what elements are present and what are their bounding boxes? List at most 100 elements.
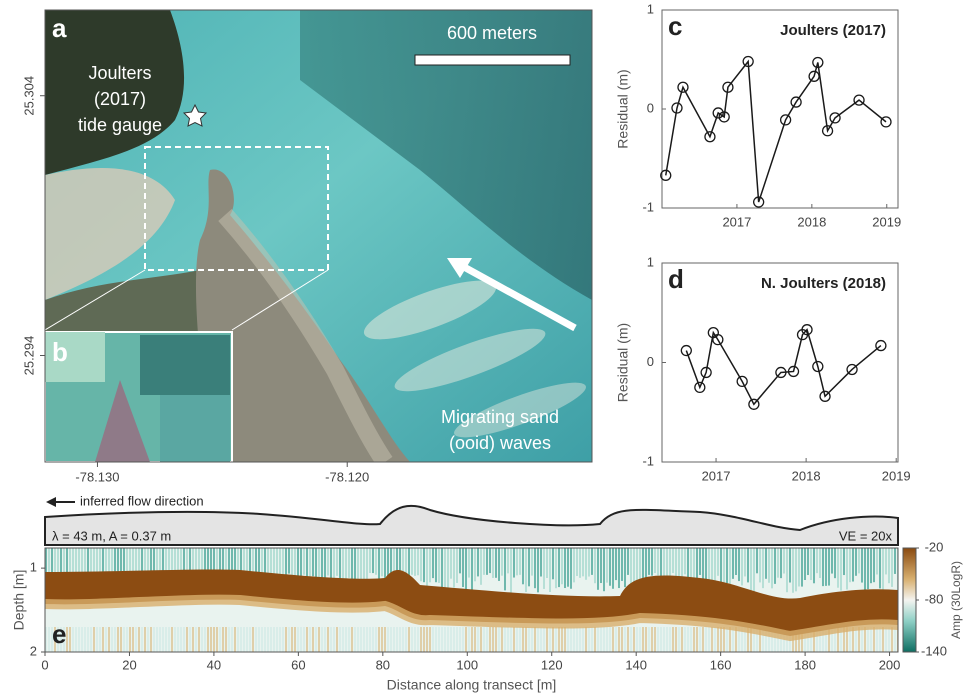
echo-noise <box>219 627 221 652</box>
echo-noise <box>855 548 857 576</box>
echo-noise <box>720 627 722 652</box>
echo-noise <box>87 627 89 652</box>
echo-noise <box>852 548 854 582</box>
echo-noise <box>522 627 524 652</box>
echo-noise <box>177 627 179 652</box>
echo-noise <box>174 627 176 652</box>
echo-noise <box>576 627 578 652</box>
echo-noise <box>657 548 659 575</box>
echo-noise <box>411 627 413 652</box>
echo-noise <box>597 627 599 652</box>
echo-noise <box>723 627 725 652</box>
echo-noise <box>711 627 713 652</box>
echo-noise <box>120 627 122 652</box>
echo-noise <box>75 627 77 652</box>
echo-noise <box>330 627 332 652</box>
echo-noise <box>885 548 887 574</box>
x-axis-label: Distance along transect [m] <box>387 677 557 693</box>
echo-noise <box>780 548 782 578</box>
echo-noise <box>69 548 71 575</box>
echo-noise <box>441 627 443 652</box>
echo-noise <box>456 627 458 652</box>
echo-noise <box>702 627 704 652</box>
echo-noise <box>849 548 851 582</box>
echo-noise <box>873 548 875 582</box>
echo-noise <box>570 548 572 589</box>
echo-noise <box>438 627 440 652</box>
echo-noise <box>435 627 437 652</box>
echo-noise <box>657 627 659 652</box>
echo-noise <box>324 627 326 652</box>
echo-noise <box>312 627 314 652</box>
echo-noise <box>117 627 119 652</box>
echo-noise <box>567 548 569 587</box>
gauge-label: Joulters <box>88 63 151 83</box>
echo-noise <box>621 548 623 581</box>
echo-noise <box>201 627 203 652</box>
wave-label: Migrating sand <box>441 407 559 427</box>
echo-noise <box>357 548 359 582</box>
echo-noise <box>447 548 449 588</box>
colorbar-tick-label: -80 <box>925 591 944 606</box>
echo-noise <box>111 627 113 652</box>
echo-noise <box>498 548 500 581</box>
echo-noise <box>282 548 284 577</box>
echo-noise <box>870 627 872 652</box>
echo-noise <box>225 627 227 652</box>
echo-noise <box>474 627 476 652</box>
echo-noise <box>687 627 689 652</box>
echo-noise <box>381 548 383 576</box>
echo-noise <box>531 548 533 576</box>
echo-noise <box>615 548 617 580</box>
echo-noise <box>213 627 215 652</box>
y-tick-label: -1 <box>642 453 654 468</box>
echo-noise <box>363 627 365 652</box>
echo-noise <box>123 627 125 652</box>
x-tick-label: 20 <box>122 657 136 672</box>
echo-noise <box>750 548 752 592</box>
echo-noise <box>348 627 350 652</box>
echo-noise <box>513 548 515 578</box>
echo-noise <box>336 548 338 576</box>
echo-noise <box>279 627 281 652</box>
echo-noise <box>207 627 209 652</box>
echo-noise <box>135 548 137 573</box>
echo-noise <box>582 548 584 576</box>
echo-noise <box>282 627 284 652</box>
echo-noise <box>618 627 620 652</box>
x-tick-label: 0 <box>41 657 48 672</box>
echo-noise <box>891 627 893 652</box>
echo-noise <box>516 627 518 652</box>
echo-noise <box>549 627 551 652</box>
echo-noise <box>423 548 425 582</box>
echo-noise <box>561 627 563 652</box>
echo-noise <box>732 548 734 579</box>
echo-noise <box>681 627 683 652</box>
echo-noise <box>168 627 170 652</box>
echo-noise <box>351 548 353 580</box>
echo-noise <box>645 627 647 652</box>
echo-noise <box>312 548 314 576</box>
echo-noise <box>336 627 338 652</box>
echo-noise <box>378 627 380 652</box>
echo-noise <box>477 627 479 652</box>
echo-noise <box>618 548 620 588</box>
echo-noise <box>78 627 80 652</box>
echo-noise <box>864 548 866 592</box>
echo-noise <box>558 627 560 652</box>
echo-noise <box>327 627 329 652</box>
echo-noise <box>405 548 407 574</box>
echo-noise <box>801 548 803 587</box>
echo-noise <box>666 627 668 652</box>
echo-noise <box>576 548 578 576</box>
echo-noise <box>519 627 521 652</box>
echo-noise <box>789 548 791 583</box>
wave-params: λ = 43 m, A = 0.37 m <box>52 528 171 543</box>
echo-noise <box>795 548 797 591</box>
echo-noise <box>129 627 131 652</box>
echo-noise <box>492 627 494 652</box>
echo-noise <box>171 627 173 652</box>
panel-label: b <box>52 337 68 367</box>
echo-noise <box>480 627 482 652</box>
echo-noise <box>717 627 719 652</box>
